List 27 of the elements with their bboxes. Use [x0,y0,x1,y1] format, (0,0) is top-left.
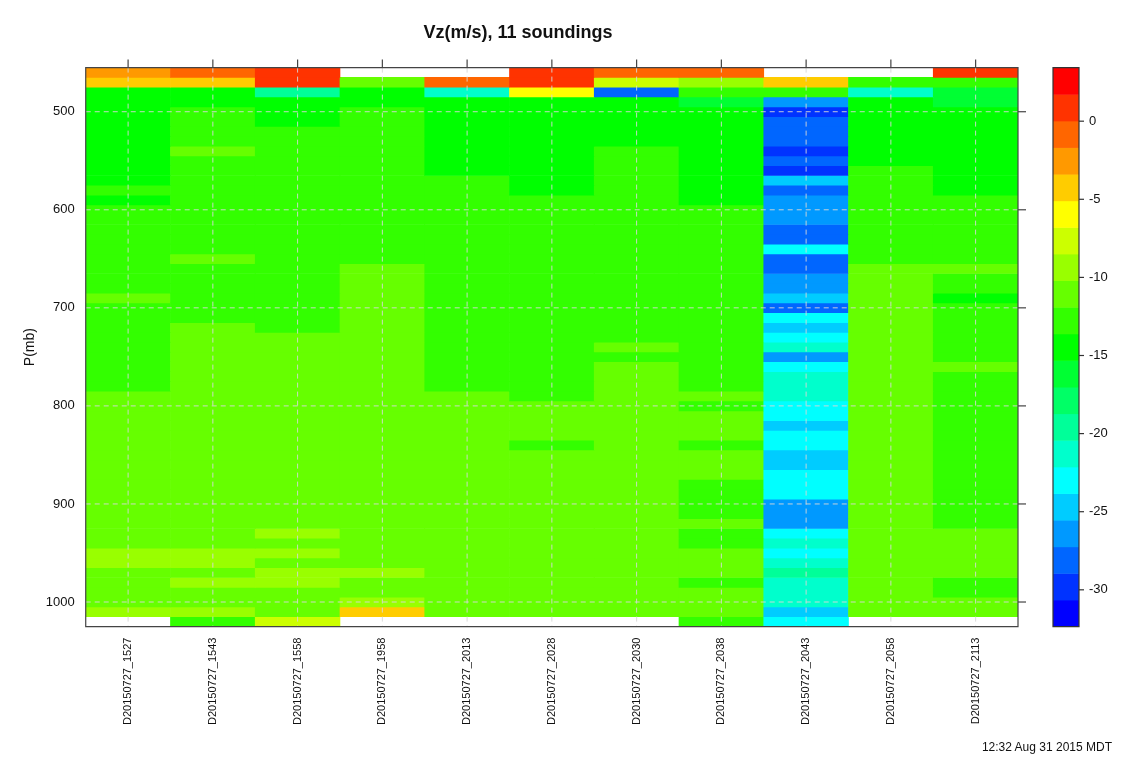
x-tick-label: D20150727_1958 [375,637,388,726]
x-tick-label: D20150727_2113 [968,637,981,725]
x-tick-label: D20150727_2030 [629,637,642,726]
x-tick-label: D20150727_1558 [290,637,303,726]
text: 12:32 Aug 31 2015 MDT [981,740,1113,755]
y-tick-label: 600 [53,201,75,217]
chart-title: Vz(m/s), 11 soundings [423,21,613,42]
x-tick-label: D20150727_2028 [544,637,557,726]
x-tick-label: D20150727_2043 [799,637,812,726]
y-tick-label: 700 [53,299,75,315]
color-bar-label: -20 [1089,425,1108,441]
y-axis-title: P(mb) [21,328,38,367]
y-tick-label: 1000 [45,593,75,609]
y-tick-label: 900 [53,495,75,511]
x-tick-label: D20150727_1543 [205,637,218,726]
color-bar-label: -15 [1089,347,1108,363]
x-tick-label: D20150727_2058 [883,637,896,726]
color-bar-label: -30 [1089,581,1108,597]
y-tick-label: 500 [53,103,75,119]
y-tick-label: 800 [53,397,75,413]
color-bar-label: -5 [1089,190,1101,206]
x-tick-label: D20150727_1527 [121,637,134,726]
color-bar-label: 0 [1089,112,1097,128]
color-bar-label: -10 [1089,268,1108,284]
x-tick-label: D20150727_2013 [460,637,473,726]
color-bar-label: -25 [1089,503,1108,519]
x-tick-label: D20150727_2038 [714,637,727,726]
